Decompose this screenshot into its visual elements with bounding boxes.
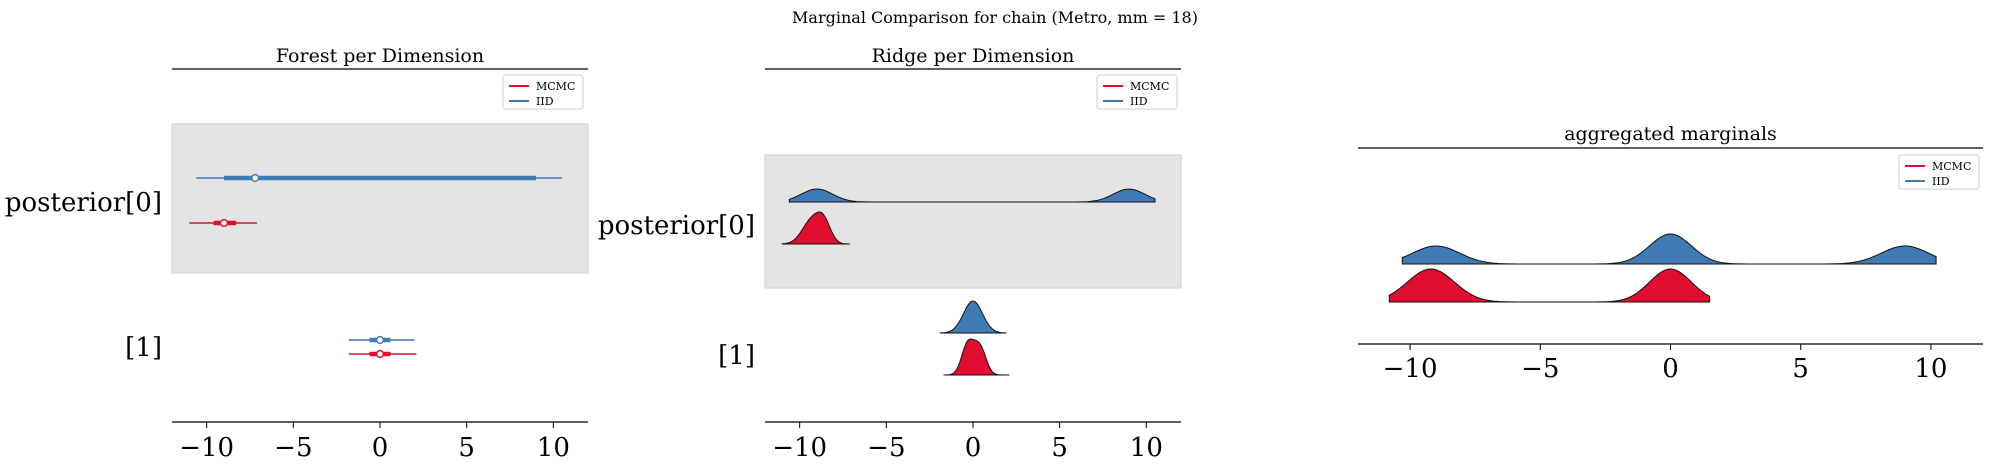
highlight-band [171,123,589,274]
forest-panel: Forest per Dimension −10 −5 0 5 10 posterior[0… [5,45,589,463]
legend-label-mcmc: MCMC [1932,160,1971,173]
aggregated-density-mcmc [1388,268,1711,303]
panel-title: aggregated marginals [1564,123,1777,145]
x-tick-label: 10 [537,433,570,463]
legend-label-iid: IID [1932,175,1950,188]
forest-median-point [251,173,260,183]
x-tick-label: 0 [372,433,389,463]
x-tick-label: 0 [965,433,982,463]
x-tick-label: −10 [772,433,827,463]
x-tick-label: 5 [1051,433,1068,463]
ridge-density-iid [939,300,1007,334]
x-tick-label: 10 [1914,354,1947,384]
ridge-density-mcmc [943,338,1010,376]
forest-median-point [219,218,229,228]
forest-median-point [375,349,385,359]
x-tick-label: −5 [1521,354,1559,384]
y-label: [1] [718,341,755,371]
ridge-panel: Ridge per Dimension −10 −5 0 5 10 posterior[0]… [598,45,1182,463]
aggregated-density-iid [1401,233,1937,265]
panel-title: Forest per Dimension [276,45,484,67]
aggregated-panel: aggregated marginals −10 −5 0 5 10 MCMC IID [1358,123,1983,384]
legend-label-iid: IID [1130,95,1148,108]
figure-suptitle: Marginal Comparison for chain (Metro, mm… [792,8,1198,27]
x-tick-label: 10 [1130,433,1163,463]
forest-median-point [375,335,385,345]
x-tick-label: −10 [179,433,234,463]
x-tick-label: −5 [867,433,905,463]
panel-title: Ridge per Dimension [872,45,1075,67]
ridge-density-iid [788,188,1156,203]
highlight-band [764,154,1182,289]
y-label: posterior[0] [598,211,755,241]
x-tick-label: 5 [458,433,475,463]
y-label: [1] [125,333,162,363]
x-tick-label: 0 [1662,354,1679,384]
y-label: posterior[0] [5,188,162,218]
legend-label-mcmc: MCMC [1130,80,1169,93]
x-tick-label: 5 [1792,354,1809,384]
ridge-density-mcmc [781,211,850,245]
x-tick-label: −10 [1383,354,1438,384]
legend-label-iid: IID [536,95,554,108]
legend-label-mcmc: MCMC [536,80,575,93]
x-tick-label: −5 [274,433,312,463]
